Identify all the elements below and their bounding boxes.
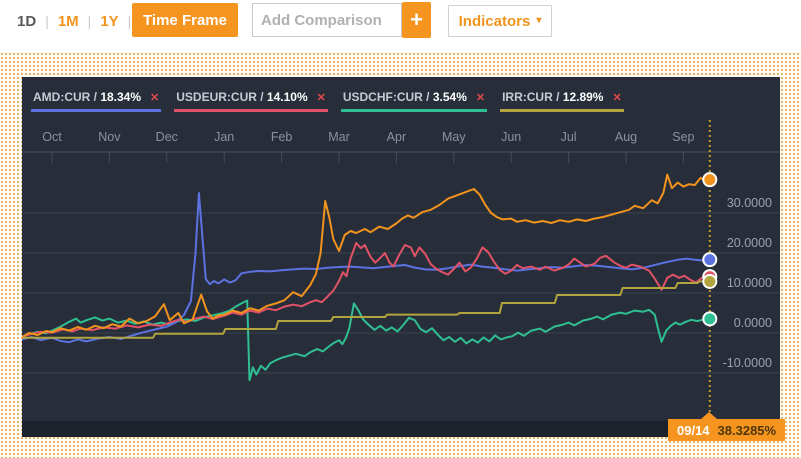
x-axis-label: Oct	[42, 130, 62, 144]
tooltip-value: 38.3285%	[717, 422, 777, 438]
series-line-main	[22, 173, 711, 338]
chart-panel: 30.0000 20.0000 10.0000 0.0000 -10.0000 Oct No…	[22, 77, 786, 441]
legend-close-icon[interactable]: ✕	[475, 91, 486, 104]
y-axis-label: 0.0000	[734, 316, 772, 330]
plot-svg: 30.0000 20.0000 10.0000 0.0000 -10.0000 Oct No…	[22, 120, 780, 413]
y-axis-label: 10.0000	[727, 276, 772, 290]
legend-change-value: 3.54%	[432, 90, 467, 104]
x-axis-label: Jan	[214, 130, 234, 144]
legend-ticker-label: USDCHF:CUR /	[342, 90, 433, 104]
legend-close-icon[interactable]: ✕	[612, 91, 622, 104]
divider: |	[87, 13, 92, 29]
legend-ticker-label: USDEUR:CUR /	[176, 90, 267, 104]
panel-bottom-band	[22, 421, 780, 437]
legend-item-usdchf: USDCHF:CUR / 3.54% ✕	[340, 86, 488, 112]
x-axis-label: Apr	[387, 130, 406, 144]
y-axis-label: 30.0000	[727, 196, 772, 210]
x-axis-label: Jun	[501, 130, 521, 144]
tooltip-arrow-icon	[701, 412, 717, 419]
range-1y[interactable]: 1Y	[100, 12, 119, 30]
legend-ticker-label: IRR:CUR /	[502, 90, 563, 104]
legend-change-value: 14.10%	[266, 90, 308, 104]
end-dot-irr	[702, 273, 718, 289]
legend-ticker-label: AMD:CUR /	[33, 90, 101, 104]
legend-item-amd: AMD:CUR / 18.34% ✕	[31, 86, 162, 112]
legend-change-value: 18.34%	[100, 90, 142, 104]
divider: |	[45, 13, 49, 29]
range-1d[interactable]: 1D	[17, 12, 37, 30]
y-axis-label: 20.0000	[727, 236, 772, 250]
series-line-usdchf	[22, 299, 711, 382]
cursor-tooltip: 09/14 38.3285%	[668, 412, 786, 441]
x-axis-label: Jul	[561, 130, 577, 144]
legend-item-usdeur: USDEUR:CUR / 14.10% ✕	[174, 86, 328, 112]
add-comparison-input[interactable]	[252, 3, 402, 37]
caret-down-icon: ▾	[536, 15, 542, 26]
x-axis-label: May	[442, 130, 466, 144]
end-dot-main	[702, 172, 718, 188]
x-axis-label: Feb	[271, 130, 293, 144]
time-frame-button[interactable]: Time Frame	[132, 3, 238, 37]
chart-toolbar: 1D | 1M | 1Y | 5Y Time Frame + Indicator…	[0, 0, 801, 52]
series-line-irr	[22, 280, 711, 339]
chart-legend: AMD:CUR / 18.34% ✕ USDEUR:CUR / 14.10% ✕ USD…	[31, 86, 624, 112]
legend-item-irr: IRR:CUR / 12.89% ✕	[500, 86, 624, 112]
x-axis-label: Aug	[615, 130, 637, 144]
y-axis-label: -10.0000	[723, 356, 772, 370]
add-comparison-plus-button[interactable]: +	[402, 2, 431, 38]
tooltip-date: 09/14	[677, 422, 710, 438]
x-axis-label: Mar	[328, 130, 350, 144]
x-axis-label: Nov	[98, 130, 121, 144]
divider: |	[127, 13, 132, 29]
x-axis-label: Sep	[672, 130, 694, 144]
legend-change-value: 12.89%	[562, 90, 604, 104]
indicators-label: Indicators	[458, 12, 531, 30]
legend-close-icon[interactable]: ✕	[150, 91, 160, 104]
x-axis-label: Dec	[156, 130, 178, 144]
end-dot-amd	[702, 252, 718, 268]
range-1m[interactable]: 1M	[57, 12, 79, 30]
end-dot-usdchf	[702, 311, 718, 327]
indicators-button[interactable]: Indicators ▾	[448, 5, 552, 37]
legend-close-icon[interactable]: ✕	[316, 91, 326, 104]
plus-icon: +	[410, 7, 423, 32]
